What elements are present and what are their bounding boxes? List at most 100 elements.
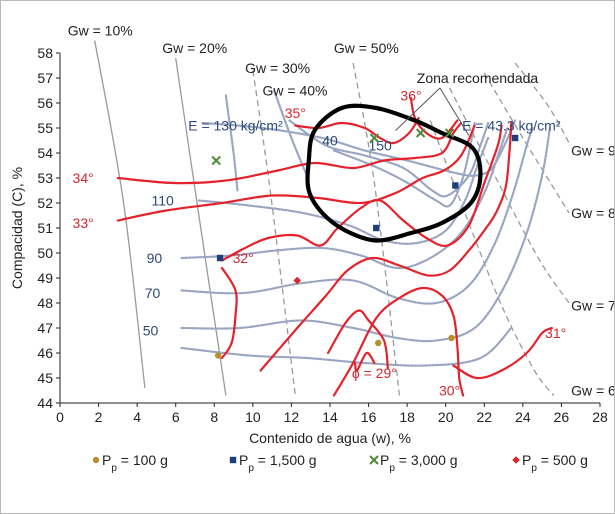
y-tick-label: 50 [37, 245, 53, 261]
data-points [211, 128, 519, 359]
modulus-contour [180, 126, 551, 343]
saturation-line [252, 70, 296, 396]
saturation-line [175, 57, 227, 396]
x-tick-label: 26 [554, 409, 570, 425]
saturation-label: Gw = 60% [571, 383, 614, 399]
axes: 0 2 4 6 8 10 12 14 16 18 20 22 24 26 28444546474849505… [9, 45, 608, 446]
friction-label: 33° [73, 215, 94, 231]
legend-label: Pp = 500 g [522, 452, 588, 474]
saturation-label: Gw = 10% [68, 23, 133, 39]
x-tick-label: 8 [210, 409, 218, 425]
saturation-label: Gw = 70% [571, 298, 614, 314]
data-point [444, 128, 455, 138]
friction-contour [116, 124, 476, 222]
legend-marker [229, 456, 237, 464]
y-tick-label: 58 [37, 45, 53, 61]
data-point [448, 334, 455, 342]
zone-pointer [395, 87, 441, 131]
friction-contour [116, 121, 463, 185]
data-point [415, 128, 426, 138]
legend: Pp = 100 g Pp = 1,500 g Pp = 3,000 g Pp = 5… [92, 452, 588, 474]
data-point-stroke [444, 128, 455, 138]
saturation-line [449, 87, 570, 304]
friction-label: 30° [439, 383, 460, 399]
y-tick-label: 48 [37, 295, 53, 311]
legend-label: Pp = 100 g [102, 452, 168, 474]
data-point [452, 182, 459, 189]
legend-label: Pp = 1,500 g [239, 452, 317, 474]
y-tick-label: 44 [37, 395, 53, 411]
data-point [375, 339, 382, 347]
modulus-label: 40 [322, 133, 338, 149]
saturation-line [94, 40, 146, 389]
y-tick-label: 53 [37, 170, 53, 186]
friction-contour [452, 326, 553, 380]
x-tick-label: 0 [56, 409, 64, 425]
modulus-label: E = 130 kg/cm² [188, 118, 283, 134]
friction-label: 36° [400, 88, 421, 104]
modulus-contour [332, 121, 476, 208]
y-tick-label: 55 [37, 120, 53, 136]
modulus-label: 110 [151, 193, 174, 209]
legend-marker [512, 456, 520, 464]
y-tick-label: 47 [37, 320, 53, 336]
saturation-label: Gw = 30% [245, 60, 310, 76]
saturation-label: Gw = 40% [263, 83, 328, 99]
modulus-contour [201, 119, 517, 177]
y-tick-label: 46 [37, 345, 53, 361]
data-point [369, 133, 380, 143]
modulus-contour [273, 89, 308, 177]
y-axis-title: Compacidad (C), % [9, 167, 25, 289]
saturation-line [483, 72, 570, 214]
x-tick-label: 24 [515, 409, 531, 425]
x-tick-label: 12 [284, 409, 300, 425]
friction-label: 35° [285, 105, 306, 121]
modulus-label: 90 [147, 250, 163, 266]
friction-contour [220, 266, 238, 360]
y-tick-label: 51 [37, 220, 53, 236]
x-tick-label: 2 [95, 409, 103, 425]
modulus-label: E = 43.3 kg/cm² [462, 118, 561, 134]
modulus-contour [224, 94, 239, 192]
friction-label: 31° [545, 325, 566, 341]
x-axis-title: Contenido de agua (w), % [249, 430, 411, 446]
data-point [511, 134, 519, 142]
friction-contour [294, 116, 420, 145]
recommended-zone: Zona recomendada [305, 70, 538, 243]
x-tick-label: 10 [245, 409, 261, 425]
x-tick-label: 16 [361, 409, 377, 425]
x-tick-label: 4 [133, 409, 141, 425]
friction-contours [116, 96, 553, 397]
modulus-label: 50 [143, 323, 159, 339]
friction-label: 32° [233, 250, 254, 266]
modulus-contour [180, 126, 509, 270]
legend-marker [92, 456, 100, 464]
saturation-line [514, 62, 570, 144]
y-tick-label: 52 [37, 195, 53, 211]
modulus-label: 70 [145, 285, 161, 301]
legend-marker [369, 455, 379, 465]
x-tick-label: 18 [399, 409, 415, 425]
modulus-contour [180, 326, 513, 367]
friction-contour [220, 124, 503, 262]
y-tick-label: 49 [37, 270, 53, 286]
data-point [214, 352, 222, 359]
friction-label: ϕ = 29° [352, 365, 397, 381]
friction-contour [327, 309, 389, 370]
saturation-label: Gw = 80% [571, 205, 614, 221]
friction-label: 34° [73, 170, 94, 186]
x-tick-label: 6 [172, 409, 180, 425]
chart-labels: Gw = 10% Gw = 20% Gw = 30% Gw = 40% Gw = 50%… [68, 23, 614, 399]
y-tick-label: 54 [37, 145, 53, 161]
y-tick-label: 56 [37, 95, 53, 111]
saturation-label: Gw = 90% [571, 143, 614, 159]
saturation-label: Gw = 50% [334, 40, 399, 56]
modulus-contour [197, 136, 490, 245]
modulus-contour [180, 126, 534, 305]
x-tick-label: 14 [322, 409, 338, 425]
zone-pointer [439, 87, 470, 136]
modulus-label: 150 [368, 138, 392, 154]
y-tick-label: 57 [37, 70, 53, 86]
